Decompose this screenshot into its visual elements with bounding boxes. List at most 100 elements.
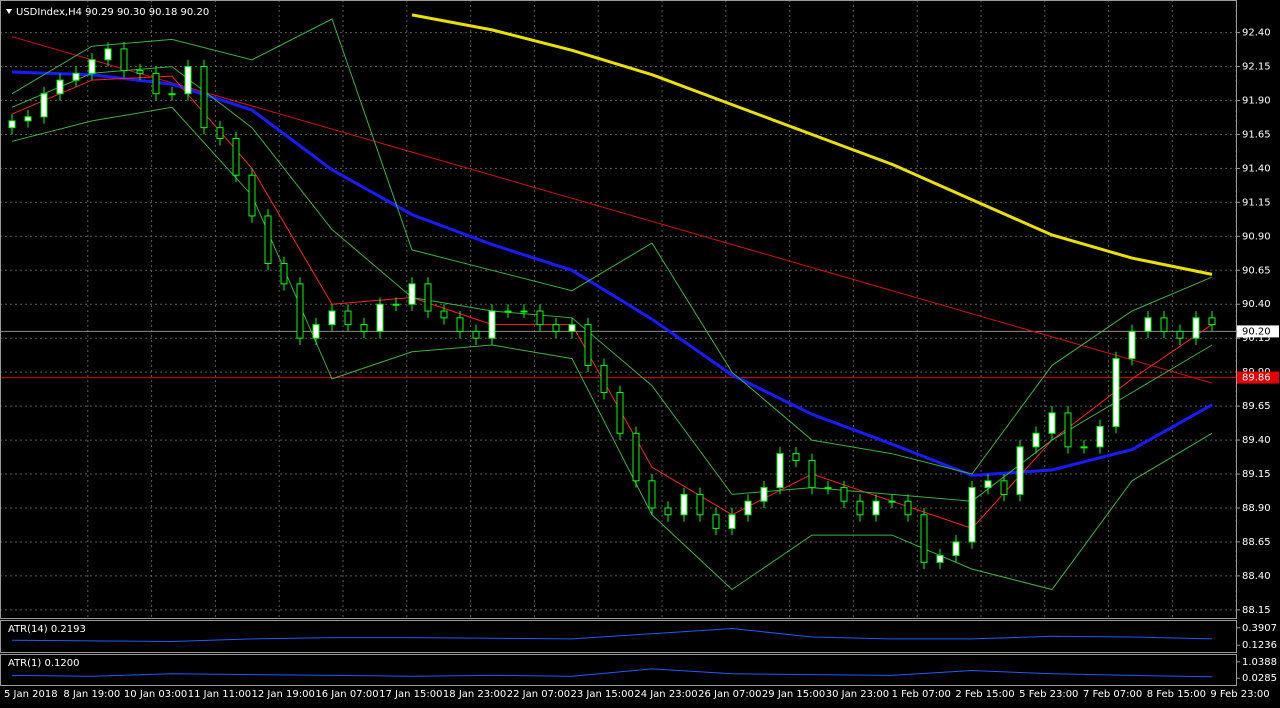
candle-body <box>1064 412 1072 448</box>
y-tick-label: 90.40 <box>1242 299 1271 310</box>
moving-average <box>11 75 1213 529</box>
candle-body <box>8 120 16 129</box>
candle-body <box>808 459 816 489</box>
candle-body <box>936 555 944 563</box>
x-tick-label: 11 Jan 11:00 <box>188 689 251 700</box>
candle-body <box>632 432 640 482</box>
candle-body <box>760 487 768 502</box>
price-tag-label: 90.20 <box>1242 326 1271 337</box>
y-tick-label: 88.15 <box>1242 605 1271 616</box>
indicator-tick-label: 1.0388 <box>1242 657 1277 668</box>
moving-average <box>11 18 1213 475</box>
candle-body <box>248 174 256 217</box>
y-tick-label: 88.65 <box>1242 537 1271 548</box>
x-tick-label: 9 Feb 23:00 <box>1210 689 1269 700</box>
candle-body <box>568 324 576 332</box>
candle-body <box>40 93 48 118</box>
y-tick-label: 92.15 <box>1242 62 1271 73</box>
candle-body <box>600 364 608 394</box>
x-tick-label: 8 Jan 19:00 <box>63 689 120 700</box>
candle-body <box>1160 317 1168 332</box>
x-tick-label: 1 Feb 07:00 <box>892 689 951 700</box>
x-tick-label: 2 Feb 15:00 <box>955 689 1014 700</box>
y-tick-label: 89.15 <box>1242 469 1271 480</box>
candle-body <box>616 392 624 434</box>
symbol-menu-arrow[interactable] <box>6 9 12 14</box>
candle-body <box>120 48 128 72</box>
indicator-tick-label: 0.0285 <box>1242 673 1277 684</box>
y-tick-label: 91.65 <box>1242 129 1271 140</box>
moving-average <box>11 66 1213 502</box>
atr1-panel-frame <box>0 654 1237 686</box>
x-tick-label: 5 Jan 2018 <box>4 689 58 700</box>
candle-body <box>648 480 656 509</box>
candle-body <box>952 541 960 557</box>
candle-body <box>888 500 896 503</box>
candle-body <box>520 310 528 313</box>
candle-body <box>312 324 320 339</box>
y-tick-label: 90.65 <box>1242 265 1271 276</box>
indicator-line <box>11 668 1213 678</box>
candle-body <box>1000 480 1008 495</box>
candle-body <box>152 72 160 95</box>
moving-average <box>11 106 1213 591</box>
indicator-label: ATR(14) 0.2193 <box>8 624 86 635</box>
candle-body <box>408 283 416 305</box>
candle-body <box>712 514 720 529</box>
candle-body <box>264 215 272 264</box>
candle-body <box>968 487 976 543</box>
candle-body <box>1112 358 1120 427</box>
candle-body <box>344 310 352 326</box>
x-tick-label: 23 Jan 15:00 <box>571 689 634 700</box>
y-tick-label: 91.40 <box>1242 163 1271 174</box>
x-tick-label: 26 Jan 07:00 <box>698 689 761 700</box>
candle-body <box>24 116 32 122</box>
trendline <box>11 36 1213 384</box>
x-tick-label: 10 Jan 03:00 <box>124 689 187 700</box>
candle-body <box>1032 432 1040 448</box>
y-tick-label: 92.40 <box>1242 28 1271 39</box>
candle-body <box>680 493 688 516</box>
candle-body <box>1128 330 1136 360</box>
x-tick-label: 30 Jan 23:00 <box>826 689 889 700</box>
moving-average <box>411 13 1213 276</box>
candle-body <box>328 310 336 326</box>
main-panel-frame <box>0 0 1237 619</box>
candle-body <box>728 514 736 529</box>
candle-body <box>104 48 112 61</box>
candle-body <box>296 283 304 339</box>
candle-body <box>88 59 96 74</box>
x-tick-label: 7 Feb 07:00 <box>1083 689 1142 700</box>
candle-body <box>872 500 880 516</box>
candle-body <box>1048 412 1056 434</box>
candle-body <box>456 317 464 332</box>
y-tick-label: 88.90 <box>1242 503 1271 514</box>
candle-body <box>552 324 560 332</box>
candle-body <box>424 283 432 312</box>
indicator-line <box>11 627 1213 643</box>
candle-body <box>792 453 800 461</box>
x-tick-label: 17 Jan 15:00 <box>379 689 442 700</box>
candle-body <box>1192 317 1200 339</box>
candle-body <box>584 324 592 366</box>
candle-body <box>696 493 704 516</box>
x-tick-label: 18 Jan 23:00 <box>443 689 506 700</box>
plot <box>0 13 1236 678</box>
candle-body <box>504 310 512 313</box>
labels: 92.40 92.15 91.90 91.65 91.40 91.15 90.90 90.65… <box>4 28 1279 700</box>
indicator-tick-label: 0.1236 <box>1242 640 1277 651</box>
y-tick-label: 91.90 <box>1242 96 1271 107</box>
candle-body <box>920 514 928 563</box>
x-tick-label: 24 Jan 23:00 <box>634 689 697 700</box>
candle-body <box>72 72 80 81</box>
x-tick-label: 22 Jan 07:00 <box>507 689 570 700</box>
candle-body <box>1208 317 1216 326</box>
chart-title: USDIndex,H4 90.29 90.30 90.18 90.20 <box>16 7 209 18</box>
candle-body <box>824 487 832 490</box>
y-tick-label: 91.15 <box>1242 197 1271 208</box>
y-tick-label: 90.90 <box>1242 231 1271 242</box>
candle-body <box>536 310 544 326</box>
level-tag-label: 89.86 <box>1242 373 1271 384</box>
